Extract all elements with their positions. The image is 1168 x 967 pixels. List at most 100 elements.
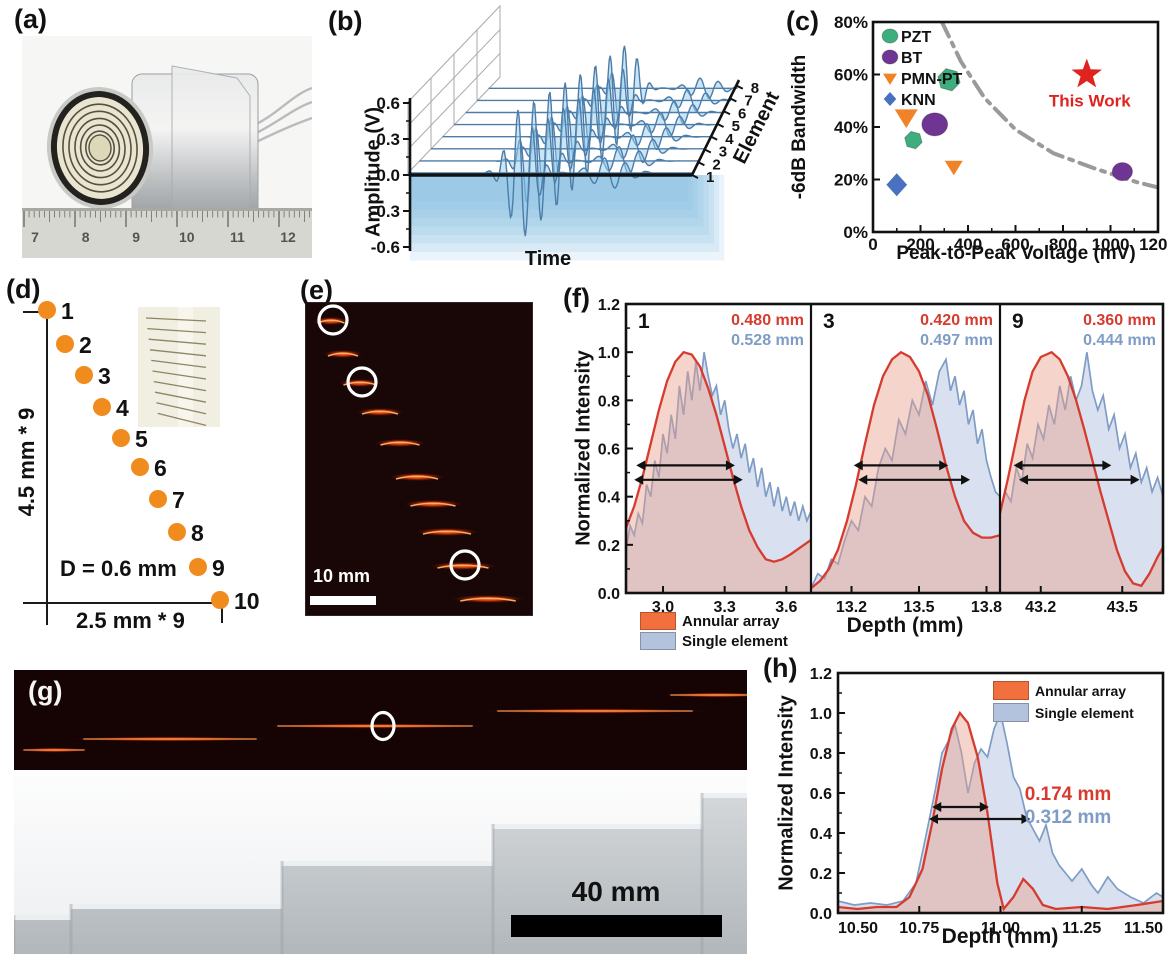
blue-fwhm-value: 0.444 mm <box>1083 332 1156 349</box>
step-echo-line-5 <box>18 747 90 753</box>
svg-text:10: 10 <box>234 588 260 614</box>
red-fwhm-value: 0.420 mm <box>920 312 993 329</box>
annular-array-area <box>811 352 1000 593</box>
blue-fwhm-value: 0.528 mm <box>731 332 804 349</box>
svg-text:400: 400 <box>954 235 982 254</box>
annular-array-face <box>46 87 154 209</box>
svg-text:6: 6 <box>738 105 746 122</box>
wire-target-10 <box>211 591 229 609</box>
f-xlabel: Depth (mm) <box>846 614 964 637</box>
svg-text:1.0: 1.0 <box>810 706 832 723</box>
highlight-circle <box>370 710 396 742</box>
h-xlabel: Depth (mm) <box>941 925 1059 948</box>
floor-slab <box>410 175 694 210</box>
svg-text:1000: 1000 <box>1092 235 1130 254</box>
svg-text:9: 9 <box>212 555 225 581</box>
svg-text:1.2: 1.2 <box>810 666 832 683</box>
svg-text:2: 2 <box>712 156 720 173</box>
svg-text:3.6: 3.6 <box>775 599 797 616</box>
scale-bar <box>310 596 376 605</box>
svg-text:-0.3: -0.3 <box>371 202 400 221</box>
panel-e-label: (e) <box>300 275 333 305</box>
b-xlabel: Time <box>524 248 572 270</box>
svg-text:3.0: 3.0 <box>652 599 674 616</box>
floor-slab <box>410 175 688 201</box>
svg-text:13.8: 13.8 <box>971 599 1002 616</box>
svg-text:KNN: KNN <box>901 92 936 109</box>
wire-number: 9 <box>1012 310 1024 333</box>
single-element-curve <box>838 710 1163 906</box>
svg-text:11.25: 11.25 <box>1062 920 1101 937</box>
svg-text:0.0: 0.0 <box>810 906 832 923</box>
panel-g-label: (g) <box>28 676 63 706</box>
echo-arc-2 <box>323 349 363 359</box>
wire-target-2 <box>56 335 74 353</box>
back-wall-grid <box>407 4 501 175</box>
annular-array-area <box>626 352 811 593</box>
series-BT <box>921 112 1133 182</box>
svg-text:600: 600 <box>1001 235 1029 254</box>
svg-text:1200: 1200 <box>1139 235 1168 254</box>
svg-text:0.6: 0.6 <box>810 786 832 803</box>
svg-text:8: 8 <box>751 80 759 97</box>
svg-text:5: 5 <box>732 118 740 135</box>
svg-text:PZT: PZT <box>901 29 931 46</box>
svg-text:0.6: 0.6 <box>598 442 620 459</box>
svg-text:PMN-PT: PMN-PT <box>901 71 963 88</box>
series-KNN <box>886 173 908 197</box>
wire-target-6 <box>131 458 149 476</box>
single-element-swatch <box>993 703 1029 722</box>
step-echo-line-3 <box>260 723 490 729</box>
svg-text:10.50: 10.50 <box>838 920 878 937</box>
annular-array-curve <box>1000 350 1163 588</box>
h-ylabel: Normalized Intensity <box>775 695 798 891</box>
svg-text:43.2: 43.2 <box>1025 599 1056 616</box>
g-scale-bar-label: 40 mm <box>571 876 661 907</box>
c-ylabel: -6dB Bandwidth <box>789 54 810 200</box>
wire-target-8 <box>168 523 186 541</box>
svg-text:10: 10 <box>179 229 195 245</box>
svg-text:0.2: 0.2 <box>810 866 832 883</box>
bandwidth-scatter-chart: 0 200 400 600 800 1000 1200 80% 60% 40% 20% 0% This … <box>834 13 1168 254</box>
highlight-circle <box>449 549 481 581</box>
step-echo-line-4 <box>68 736 272 742</box>
f-ylabel: Normalized Intensity <box>572 350 595 546</box>
single-element-swatch <box>640 632 676 650</box>
svg-text:0%: 0% <box>843 223 868 242</box>
svg-text:8: 8 <box>82 229 90 245</box>
svg-text:3: 3 <box>98 363 111 389</box>
annular-array-swatch <box>993 681 1029 700</box>
svg-text:13.2: 13.2 <box>836 599 867 616</box>
panel-b-label: (b) <box>328 6 363 36</box>
svg-text:40%: 40% <box>834 118 868 137</box>
h-legend-single: Single element <box>993 703 1134 722</box>
svg-text:11: 11 <box>230 229 245 245</box>
annular-array-curve <box>811 350 1000 590</box>
d-left-dimension: 4.5 mm * 9 <box>14 407 39 517</box>
svg-text:10.75: 10.75 <box>899 920 939 937</box>
wire <box>251 116 312 146</box>
wire-target-1 <box>38 301 56 319</box>
echo-arc-5 <box>374 438 426 448</box>
floor-slab <box>410 175 709 235</box>
c-legend: PZT BT PMN-PT KNN <box>881 28 963 109</box>
single-element-curve <box>811 356 1000 589</box>
red-fwhm-value: 0.360 mm <box>1083 312 1156 329</box>
wire-number: 3 <box>823 310 835 333</box>
wire-target-7 <box>149 490 167 508</box>
svg-text:0.4: 0.4 <box>810 826 832 843</box>
svg-text:1: 1 <box>61 298 74 324</box>
annular-array-curve <box>626 350 811 563</box>
staircase-phantom <box>14 793 747 954</box>
e-scale-bar-label: 10 mm <box>313 566 371 586</box>
echo-arc-8 <box>415 527 479 537</box>
single-element-area <box>838 713 1163 913</box>
annular-array-curve <box>838 710 1163 912</box>
svg-text:7: 7 <box>31 229 39 245</box>
this-work-star <box>1071 58 1102 88</box>
highlight-circle <box>346 366 378 398</box>
single-element-curve <box>1000 352 1163 514</box>
svg-text:7: 7 <box>172 487 185 513</box>
svg-text:BT: BT <box>901 50 923 67</box>
